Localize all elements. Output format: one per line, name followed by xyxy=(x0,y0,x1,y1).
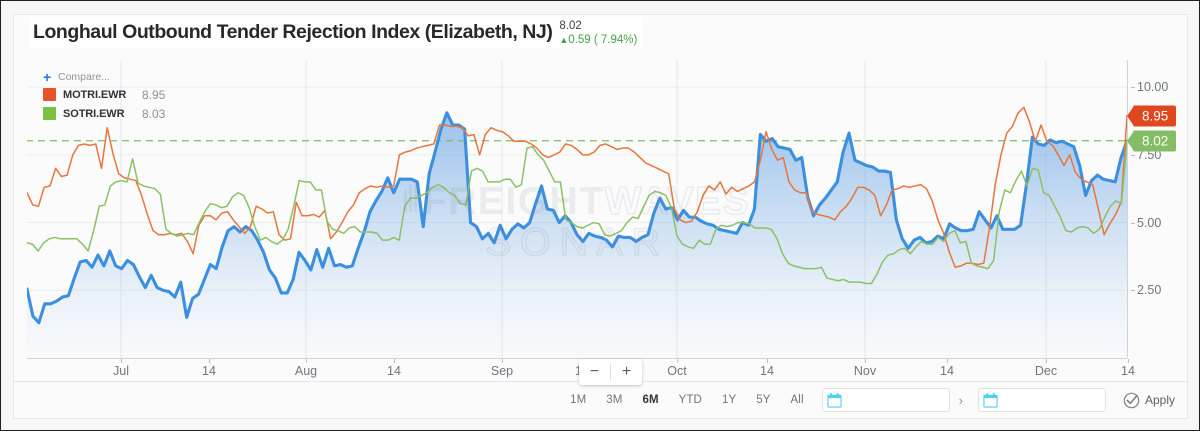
legend-series-value: 8.03 xyxy=(142,106,166,121)
range-button-6m[interactable]: 6M xyxy=(642,394,659,406)
date-to-field[interactable] xyxy=(977,388,1106,412)
chart-title-block: Longhaul Outbound Tender Rejection Index… xyxy=(29,17,644,48)
x-axis-tick: 14 xyxy=(202,359,216,378)
check-circle-icon xyxy=(1123,392,1140,408)
y-axis-line xyxy=(1127,60,1128,358)
x-axis-tick: Aug xyxy=(294,359,318,378)
zoom-in-button[interactable]: + xyxy=(611,359,642,385)
series-line-sotri.ewr xyxy=(27,139,1127,285)
x-axis-tick: Oct xyxy=(667,359,687,378)
y-axis[interactable]: 10.00 7.50 5.00 2.50 xyxy=(1127,60,1189,358)
y-axis-tick: 10.00 xyxy=(1130,80,1169,95)
legend-item-motri.ewr[interactable]: MOTRI.EWR 8.95 xyxy=(43,86,165,103)
x-axis-tick: Dec xyxy=(1034,359,1058,378)
y-axis-tick: 7.50 xyxy=(1130,147,1162,162)
range-button-1y[interactable]: 1Y xyxy=(721,394,737,406)
page-title: Longhaul Outbound Tender Rejection Index… xyxy=(33,21,553,43)
legend-series-name: MOTRI.EWR xyxy=(63,88,127,101)
x-axis-tick: 14 xyxy=(1121,359,1135,378)
price-tag-pointer xyxy=(1127,105,1134,126)
zoom-controls[interactable]: − + xyxy=(579,359,642,385)
compare-label: Compare... xyxy=(58,71,110,83)
legend-items: MOTRI.EWR 8.95 SOTRI.EWR 8.03 xyxy=(43,86,165,122)
calendar-icon xyxy=(827,393,842,408)
plus-icon: + xyxy=(43,69,52,85)
up-arrow-icon: ▲ xyxy=(559,34,569,45)
legend: + Compare... MOTRI.EWR 8.95 SOTRI.EWR 8.03 xyxy=(43,70,165,124)
series-line-motri.ewr xyxy=(27,106,1127,268)
price-tag-pointer xyxy=(1127,130,1134,151)
title-value-block: 8.02 ▲0.59 ( 7.94%) xyxy=(559,19,637,46)
y-axis-tick: 5.00 xyxy=(1130,215,1162,230)
legend-series-name: SOTRI.EWR xyxy=(63,107,125,120)
apply-button[interactable]: Apply xyxy=(1123,392,1175,409)
chart-card: FREIGHTWAVES SONAR − + 10.00 7.50 5.00 2.50… xyxy=(13,14,1189,385)
range-button-5y[interactable]: 5Y xyxy=(756,394,771,406)
change-value: ▲0.59 ( 7.94%) xyxy=(559,33,638,47)
x-axis-tick: Sep xyxy=(490,359,514,378)
plot-area[interactable]: FREIGHTWAVES SONAR − + xyxy=(27,60,1127,385)
zoom-out-button[interactable]: − xyxy=(579,359,610,385)
date-from-field[interactable] xyxy=(821,388,950,412)
range-button-1m[interactable]: 1M xyxy=(570,394,587,406)
calendar-icon xyxy=(983,393,998,408)
range-toolbar: 1M 3M 6M YTD 1Y 5Y All › xyxy=(13,381,1188,419)
plot-svg xyxy=(27,60,1127,358)
legend-series-value: 8.95 xyxy=(142,87,166,102)
x-axis-tick: 14 xyxy=(940,359,954,378)
series-line-lotri.ewr xyxy=(27,111,1127,325)
price-tag-motri.ewr: 8.95 xyxy=(1133,105,1177,127)
apply-label: Apply xyxy=(1144,393,1175,407)
compare-button[interactable]: + Compare... xyxy=(43,70,165,84)
date-from-input[interactable] xyxy=(846,393,949,407)
range-button-all[interactable]: All xyxy=(790,394,804,406)
legend-color-swatch xyxy=(43,88,56,101)
x-axis-tick: 14 xyxy=(760,359,774,378)
range-button-group: 1M 3M 6M YTD 1Y 5Y All xyxy=(560,394,814,406)
legend-item-sotri.ewr[interactable]: SOTRI.EWR 8.03 xyxy=(43,105,165,122)
divider xyxy=(610,364,611,380)
legend-color-swatch xyxy=(43,107,56,120)
x-axis[interactable]: Jul14Aug14Sep14Oct14Nov14Dec14 xyxy=(27,358,1135,382)
x-axis-tick: Jul xyxy=(113,359,129,378)
x-axis-tick: 14 xyxy=(387,359,401,378)
date-to-input[interactable] xyxy=(1002,393,1105,407)
date-range-separator: › xyxy=(958,392,963,408)
range-button-ytd[interactable]: YTD xyxy=(678,394,702,406)
price-tag-sotri.ewr: 8.02 xyxy=(1133,130,1177,152)
last-value: 8.02 xyxy=(559,20,582,32)
range-button-3m[interactable]: 3M xyxy=(606,394,623,406)
series-lines xyxy=(27,106,1127,325)
x-axis-tick: Nov xyxy=(853,359,877,378)
y-axis-tick: 2.50 xyxy=(1130,283,1162,298)
change-text: 0.59 ( 7.94%) xyxy=(568,33,638,46)
